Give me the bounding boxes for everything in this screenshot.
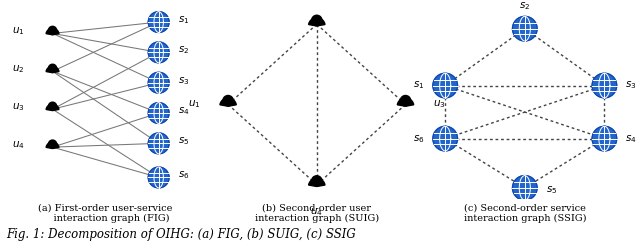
Polygon shape xyxy=(220,98,236,106)
Text: $u_4$: $u_4$ xyxy=(12,139,25,151)
Text: $s_2$: $s_2$ xyxy=(519,0,531,12)
Text: $u_3$: $u_3$ xyxy=(12,101,25,113)
Text: (a) First-order user-service
    interaction graph (FIG): (a) First-order user-service interaction… xyxy=(38,203,173,223)
Circle shape xyxy=(148,72,169,93)
Polygon shape xyxy=(308,18,325,26)
Polygon shape xyxy=(46,104,59,111)
Text: $s_3$: $s_3$ xyxy=(177,75,189,87)
Polygon shape xyxy=(46,28,59,35)
Circle shape xyxy=(148,167,169,188)
Circle shape xyxy=(148,12,169,33)
Text: $u_1$: $u_1$ xyxy=(12,26,25,37)
Polygon shape xyxy=(46,66,59,73)
Text: $s_2$: $s_2$ xyxy=(178,44,189,56)
Polygon shape xyxy=(308,178,325,186)
Circle shape xyxy=(148,133,169,154)
Circle shape xyxy=(433,73,458,98)
Polygon shape xyxy=(397,98,413,106)
Text: $s_1$: $s_1$ xyxy=(178,14,189,26)
Circle shape xyxy=(223,95,234,106)
Text: $u_1$: $u_1$ xyxy=(188,99,200,110)
Text: (c) Second-order service
interaction graph (SSIG): (c) Second-order service interaction gra… xyxy=(463,203,586,223)
Circle shape xyxy=(312,15,322,26)
Circle shape xyxy=(49,140,56,148)
Text: $u_4$: $u_4$ xyxy=(310,206,323,218)
Text: (b) Second-order user
interaction graph (SUIG): (b) Second-order user interaction graph … xyxy=(255,203,379,223)
Circle shape xyxy=(433,126,458,151)
Circle shape xyxy=(592,126,617,151)
Text: $s_5$: $s_5$ xyxy=(546,184,557,196)
Text: $s_4$: $s_4$ xyxy=(177,105,189,117)
Text: $s_6$: $s_6$ xyxy=(413,133,424,145)
Circle shape xyxy=(592,73,617,98)
Circle shape xyxy=(513,175,537,200)
Text: $s_5$: $s_5$ xyxy=(178,136,189,147)
Text: $u_2$: $u_2$ xyxy=(12,63,24,75)
Circle shape xyxy=(312,176,322,186)
Circle shape xyxy=(400,95,411,106)
Text: $u_3$: $u_3$ xyxy=(433,99,445,110)
Text: $u_2$: $u_2$ xyxy=(310,0,323,3)
Circle shape xyxy=(49,64,56,72)
Polygon shape xyxy=(46,142,59,148)
Text: $s_3$: $s_3$ xyxy=(625,80,637,91)
Text: $s_6$: $s_6$ xyxy=(177,170,189,182)
Text: Fig. 1: Decomposition of OIHG: (a) FIG, (b) SUIG, (c) SSIG: Fig. 1: Decomposition of OIHG: (a) FIG, … xyxy=(6,228,356,241)
Text: $s_4$: $s_4$ xyxy=(625,133,637,145)
Circle shape xyxy=(148,103,169,123)
Circle shape xyxy=(49,102,56,110)
Text: $s_1$: $s_1$ xyxy=(413,80,424,91)
Circle shape xyxy=(49,26,56,35)
Circle shape xyxy=(148,42,169,63)
Circle shape xyxy=(513,16,537,41)
